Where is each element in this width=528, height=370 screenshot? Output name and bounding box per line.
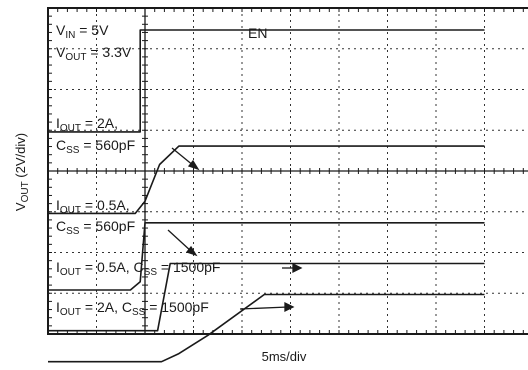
waveform-traces: [48, 29, 485, 363]
en-label: EN: [248, 25, 267, 41]
arrow-trace1-head: [187, 159, 200, 171]
x-axis-title: 5ms/div: [262, 349, 307, 364]
arrow-trace1: [171, 147, 195, 167]
arrow-trace2: [167, 229, 193, 253]
annotation-arrows: [167, 147, 303, 313]
trace3-label: IOUT = 0.5A, CSS = 1500pF: [56, 259, 220, 278]
trace1-label-line1: IOUT = 2A,: [56, 115, 118, 134]
trace2-label-line1: IOUT = 0.5A,: [56, 197, 130, 216]
trace-5: [48, 293, 485, 363]
arrow-trace4: [239, 306, 289, 310]
trace-4: [48, 262, 485, 332]
graticule-grid: [47, 7, 528, 335]
condition-vin: VIN = 5V: [56, 22, 109, 41]
trace1-label-line2: CSS = 560pF: [56, 137, 135, 156]
y-axis-title: VOUT (2V/div): [13, 133, 31, 211]
trace-2: [48, 145, 485, 215]
arrow-trace4-head: [284, 301, 295, 313]
arrow-trace3-head: [292, 262, 303, 274]
condition-vout: VOUT = 3.3V: [56, 44, 132, 63]
trace-1: [48, 29, 485, 133]
trace2-label-line2: CSS = 560pF: [56, 218, 135, 237]
trace-3: [48, 222, 485, 291]
arrow-trace2-head: [185, 245, 198, 257]
trace4-label: IOUT = 2A, CSS = 1500pF: [56, 299, 209, 318]
